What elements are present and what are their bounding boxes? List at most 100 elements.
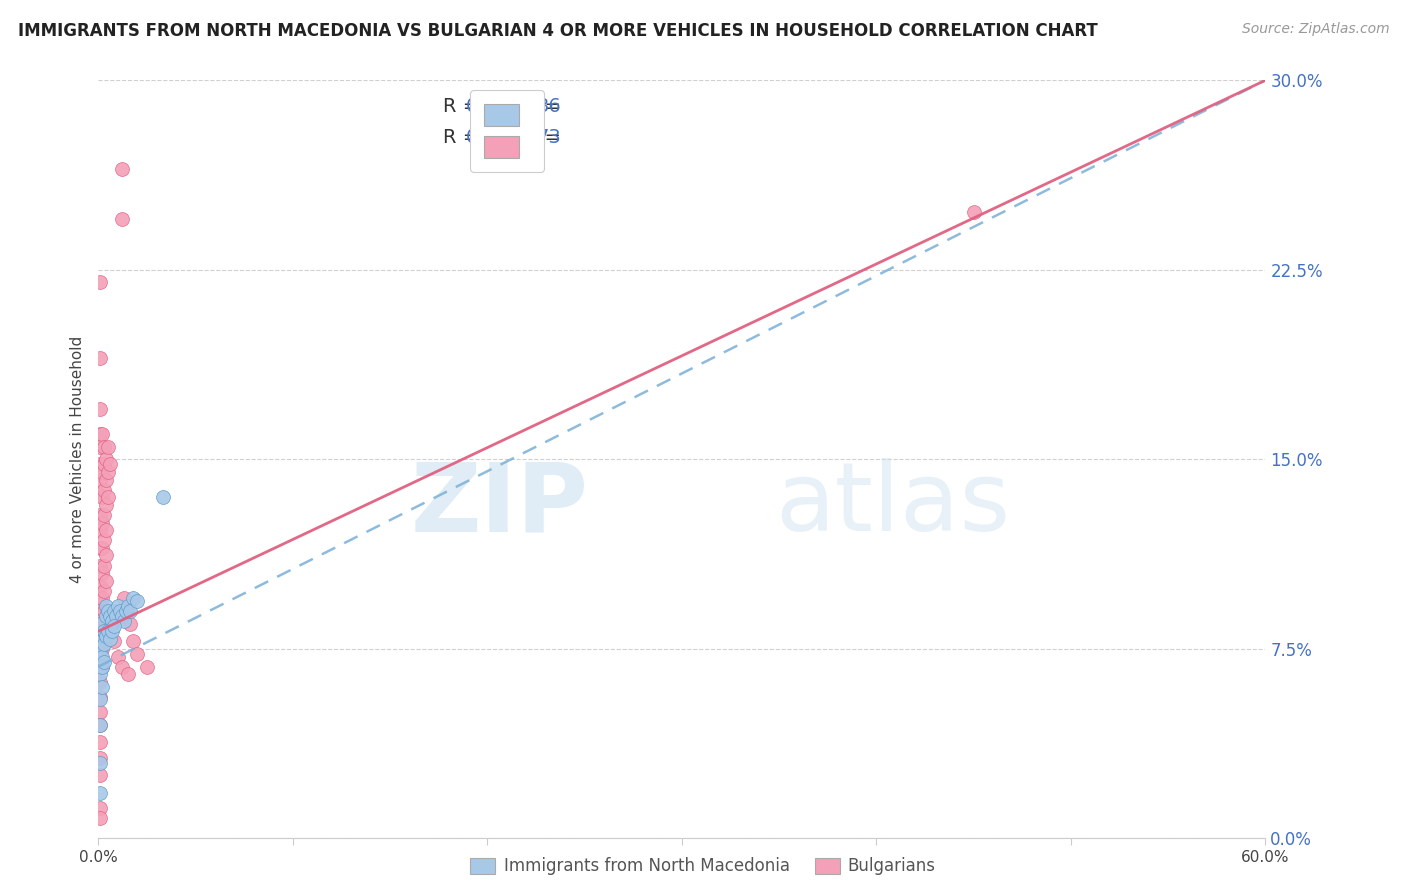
Text: 0.355: 0.355 bbox=[465, 97, 522, 116]
Point bbox=[118, 616, 141, 631]
Point bbox=[89, 649, 111, 664]
Point bbox=[91, 680, 114, 694]
Point bbox=[96, 498, 118, 512]
Point bbox=[89, 768, 111, 782]
Point bbox=[89, 276, 111, 290]
Legend: Immigrants from North Macedonia, Bulgarians: Immigrants from North Macedonia, Bulgari… bbox=[461, 849, 945, 884]
Point bbox=[103, 604, 125, 618]
Point bbox=[89, 801, 111, 815]
Point bbox=[127, 594, 149, 608]
Point bbox=[122, 634, 145, 648]
Point bbox=[96, 549, 118, 563]
Point bbox=[91, 465, 114, 479]
Point bbox=[89, 786, 111, 800]
Point bbox=[89, 508, 111, 522]
Point bbox=[93, 458, 115, 472]
Point bbox=[122, 591, 145, 606]
Point bbox=[118, 604, 141, 618]
Point bbox=[127, 647, 149, 661]
Legend: , : , bbox=[470, 90, 544, 172]
Point bbox=[89, 717, 111, 731]
Text: R =: R = bbox=[443, 128, 485, 146]
Point bbox=[93, 655, 115, 669]
Point bbox=[101, 616, 124, 631]
Point bbox=[89, 458, 111, 472]
Point bbox=[91, 659, 114, 673]
Text: N =: N = bbox=[505, 128, 567, 146]
Point bbox=[91, 516, 114, 530]
Point bbox=[89, 690, 111, 704]
Point bbox=[114, 604, 136, 618]
Point bbox=[111, 609, 134, 624]
Point bbox=[91, 624, 114, 639]
Point bbox=[91, 541, 114, 555]
Point bbox=[101, 624, 124, 639]
Point bbox=[93, 583, 115, 598]
Point bbox=[89, 667, 111, 681]
Point bbox=[107, 599, 129, 613]
Point bbox=[112, 614, 135, 628]
Point bbox=[152, 491, 174, 505]
Point bbox=[962, 204, 984, 219]
Point bbox=[93, 440, 115, 454]
Text: Source: ZipAtlas.com: Source: ZipAtlas.com bbox=[1241, 22, 1389, 37]
Text: N =: N = bbox=[505, 97, 567, 116]
Point bbox=[89, 604, 111, 618]
Point bbox=[93, 604, 115, 618]
Point bbox=[93, 483, 115, 497]
Point bbox=[89, 750, 111, 764]
Point bbox=[89, 674, 111, 689]
Point bbox=[91, 649, 114, 664]
Point bbox=[107, 649, 129, 664]
Point bbox=[98, 609, 121, 624]
Point bbox=[108, 604, 131, 618]
Point bbox=[89, 659, 111, 673]
Point bbox=[111, 212, 134, 227]
Point bbox=[96, 473, 118, 487]
Point bbox=[89, 427, 111, 442]
Point bbox=[89, 523, 111, 537]
Point bbox=[97, 465, 120, 479]
Point bbox=[91, 591, 114, 606]
Point bbox=[96, 599, 118, 613]
Point bbox=[89, 579, 111, 593]
Point bbox=[89, 642, 111, 657]
Point bbox=[111, 659, 134, 673]
Point bbox=[91, 659, 114, 673]
Text: 0.573: 0.573 bbox=[465, 128, 522, 146]
Point bbox=[117, 667, 139, 681]
Point bbox=[96, 629, 118, 643]
Point bbox=[93, 637, 115, 651]
Text: 36: 36 bbox=[536, 97, 561, 116]
Point bbox=[89, 634, 111, 648]
Point bbox=[96, 452, 118, 467]
Point bbox=[89, 473, 111, 487]
Point bbox=[114, 604, 136, 618]
Point bbox=[89, 401, 111, 416]
Point bbox=[89, 488, 111, 502]
Point bbox=[117, 599, 139, 613]
Point bbox=[98, 632, 121, 646]
Point bbox=[97, 604, 120, 618]
Point bbox=[89, 624, 111, 639]
Point bbox=[96, 523, 118, 537]
Point bbox=[93, 624, 115, 639]
Point bbox=[91, 642, 114, 657]
Point bbox=[97, 491, 120, 505]
Point bbox=[89, 351, 111, 366]
Point bbox=[89, 717, 111, 731]
Point bbox=[91, 566, 114, 581]
Point bbox=[104, 609, 127, 624]
Point bbox=[103, 634, 125, 648]
Text: R =: R = bbox=[443, 97, 485, 116]
Point bbox=[91, 491, 114, 505]
Point bbox=[89, 811, 111, 825]
Point bbox=[93, 508, 115, 522]
Point bbox=[136, 659, 159, 673]
Point bbox=[89, 756, 111, 770]
Point bbox=[89, 558, 111, 573]
Point bbox=[96, 574, 118, 588]
Text: ZIP: ZIP bbox=[411, 458, 589, 551]
Point bbox=[112, 591, 135, 606]
Point bbox=[103, 619, 125, 633]
